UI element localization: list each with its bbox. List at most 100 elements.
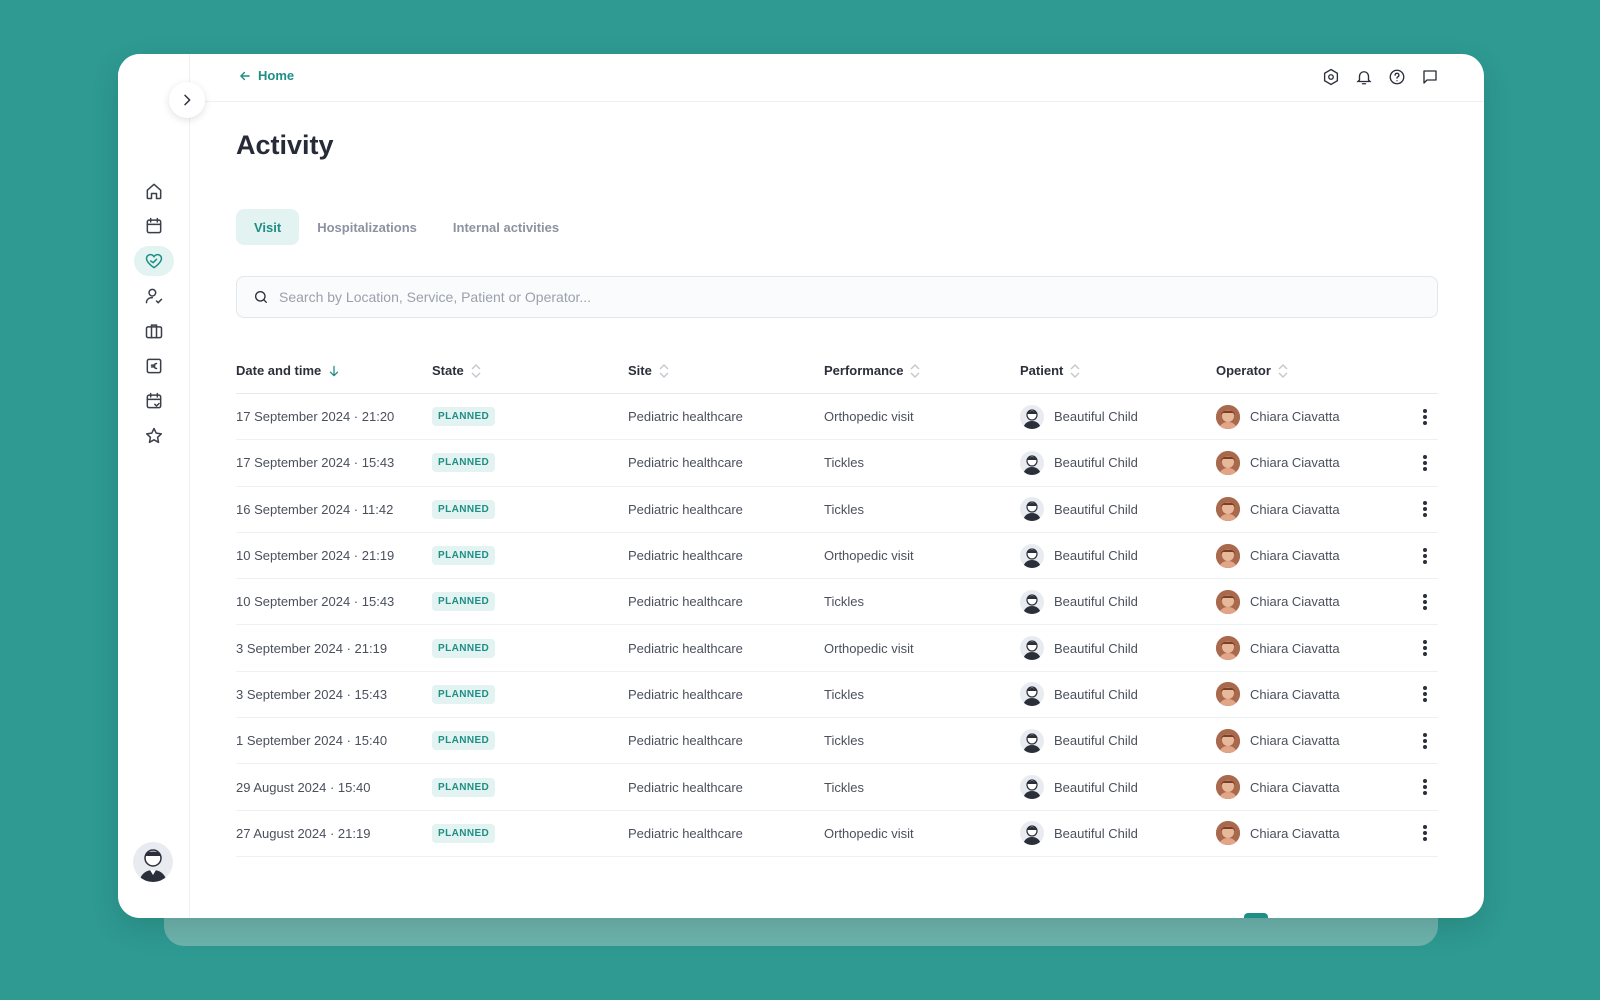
cell-state: PLANNED	[432, 823, 628, 843]
tab-hospitalizations[interactable]: Hospitalizations	[317, 219, 417, 235]
cell-performance: Orthopedic visit	[824, 640, 914, 656]
operator-avatar	[1216, 497, 1240, 522]
more-options-icon[interactable]	[1415, 731, 1435, 751]
table-row[interactable]: 10 September 2024 · 15:43 PLANNED Pediatri…	[236, 579, 1438, 626]
table-row[interactable]: 17 September 2024 · 21:20 PLANNED Pediatri…	[236, 394, 1438, 441]
patient-avatar	[1020, 821, 1044, 846]
pagination-indicator[interactable]	[1244, 913, 1268, 918]
breadcrumb[interactable]: Home	[238, 68, 294, 83]
tab-internal-activities[interactable]: Internal activities	[452, 219, 560, 235]
breadcrumb-home-link[interactable]: Home	[258, 68, 295, 83]
sidebar-item-activity[interactable]	[134, 246, 174, 276]
column-header-performance[interactable]: Performance	[824, 363, 1020, 379]
app-window: Home Activity Visit Hospitalizations Int…	[118, 54, 1484, 918]
sidebar-item-billing[interactable]	[134, 351, 174, 381]
home-icon	[146, 183, 162, 200]
cell-performance: Orthopedic visit	[824, 825, 914, 841]
operator-name: Chiara Ciavatta	[1250, 686, 1340, 702]
calendar-icon	[146, 217, 162, 234]
column-header-patient[interactable]: Patient	[1020, 363, 1216, 379]
tab-bar: Visit Hospitalizations Internal activiti…	[236, 209, 577, 245]
operator-avatar	[1216, 728, 1240, 753]
cell-patient: Beautiful Child	[1020, 728, 1216, 753]
column-header-operator-label: Operator	[1216, 363, 1271, 378]
chat-icon[interactable]	[1420, 67, 1440, 87]
sidebar-item-favorites[interactable]	[134, 421, 174, 451]
patient-avatar	[1020, 404, 1044, 429]
user-avatar-icon	[139, 849, 167, 882]
cell-site: Pediatric healthcare	[628, 686, 743, 702]
tab-visit[interactable]: Visit	[236, 209, 300, 245]
top-icons	[1321, 67, 1440, 87]
cell-date: 27 August 2024 · 21:19	[236, 825, 371, 841]
cell-performance: Tickles	[824, 733, 864, 749]
search-input[interactable]	[279, 289, 1379, 305]
user-check-icon	[145, 288, 163, 304]
sort-icon	[1278, 363, 1288, 378]
column-header-site[interactable]: Site	[628, 363, 824, 379]
more-options-icon[interactable]	[1415, 546, 1435, 566]
column-header-state-label: State	[432, 363, 464, 378]
sort-icon	[659, 363, 669, 378]
table-row[interactable]: 29 August 2024 · 15:40 PLANNED Pediatric h…	[236, 764, 1438, 811]
column-header-date[interactable]: Date and time	[236, 363, 432, 379]
cell-state: PLANNED	[432, 453, 628, 473]
patient-avatar	[1020, 682, 1044, 707]
sidebar-item-home[interactable]	[134, 176, 174, 206]
operator-name: Chiara Ciavatta	[1250, 733, 1340, 749]
cell-operator: Chiara Ciavatta	[1216, 682, 1412, 707]
column-header-operator[interactable]: Operator	[1216, 363, 1412, 379]
user-avatar[interactable]	[133, 842, 173, 882]
table-row[interactable]: 3 September 2024 · 15:43 PLANNED Pediatric…	[236, 672, 1438, 719]
column-header-patient-label: Patient	[1020, 363, 1064, 378]
search-bar	[236, 276, 1438, 318]
bell-icon[interactable]	[1354, 67, 1374, 87]
more-options-icon[interactable]	[1415, 823, 1435, 843]
cell-performance: Tickles	[824, 594, 864, 610]
star-icon	[145, 427, 163, 444]
sidebar-item-patients[interactable]	[134, 281, 174, 311]
more-options-icon[interactable]	[1415, 777, 1435, 797]
table-row[interactable]: 27 August 2024 · 21:19 PLANNED Pediatric h…	[236, 811, 1438, 857]
table-row[interactable]: 10 September 2024 · 21:19 PLANNED Pediatri…	[236, 533, 1438, 580]
sidebar-item-schedule[interactable]	[134, 386, 174, 416]
sidebar-expand-button[interactable]	[169, 82, 205, 118]
column-header-state[interactable]: State	[432, 363, 628, 379]
operator-avatar	[1216, 589, 1240, 614]
help-icon[interactable]	[1387, 67, 1407, 87]
more-options-icon[interactable]	[1415, 407, 1435, 427]
more-options-icon[interactable]	[1415, 684, 1435, 704]
cell-operator: Chiara Ciavatta	[1216, 589, 1412, 614]
sidebar-item-services[interactable]	[134, 316, 174, 346]
sort-desc-icon	[330, 365, 339, 376]
table-row[interactable]: 3 September 2024 · 21:19 PLANNED Pediatric…	[236, 625, 1438, 672]
table-row[interactable]: 17 September 2024 · 15:43 PLANNED Pediatri…	[236, 440, 1438, 487]
more-options-icon[interactable]	[1415, 499, 1435, 519]
more-options-icon[interactable]	[1415, 638, 1435, 658]
patient-name: Beautiful Child	[1054, 825, 1138, 841]
operator-avatar	[1216, 543, 1240, 568]
operator-name: Chiara Ciavatta	[1250, 594, 1340, 610]
top-bar: Home	[190, 54, 1484, 102]
settings-icon[interactable]	[1321, 67, 1341, 87]
sidebar-item-calendar[interactable]	[134, 211, 174, 241]
more-options-icon[interactable]	[1415, 592, 1435, 612]
cell-operator: Chiara Ciavatta	[1216, 543, 1412, 568]
cell-operator: Chiara Ciavatta	[1216, 636, 1412, 661]
more-options-icon[interactable]	[1415, 453, 1435, 473]
patient-name: Beautiful Child	[1054, 455, 1138, 471]
cell-site: Pediatric healthcare	[628, 594, 743, 610]
patient-name: Beautiful Child	[1054, 779, 1138, 795]
column-header-performance-label: Performance	[824, 363, 904, 378]
operator-name: Chiara Ciavatta	[1250, 779, 1340, 795]
cell-operator: Chiara Ciavatta	[1216, 450, 1412, 475]
table-row[interactable]: 1 September 2024 · 15:40 PLANNED Pediatric…	[236, 718, 1438, 765]
cell-state: PLANNED	[432, 777, 628, 797]
briefcase-icon	[145, 324, 163, 339]
cell-state: PLANNED	[432, 592, 628, 612]
cell-state: PLANNED	[432, 684, 628, 704]
cell-site: Pediatric healthcare	[628, 548, 743, 564]
cell-patient: Beautiful Child	[1020, 497, 1216, 522]
table-row[interactable]: 16 September 2024 · 11:42 PLANNED Pediatri…	[236, 487, 1438, 533]
euro-icon	[146, 358, 162, 374]
